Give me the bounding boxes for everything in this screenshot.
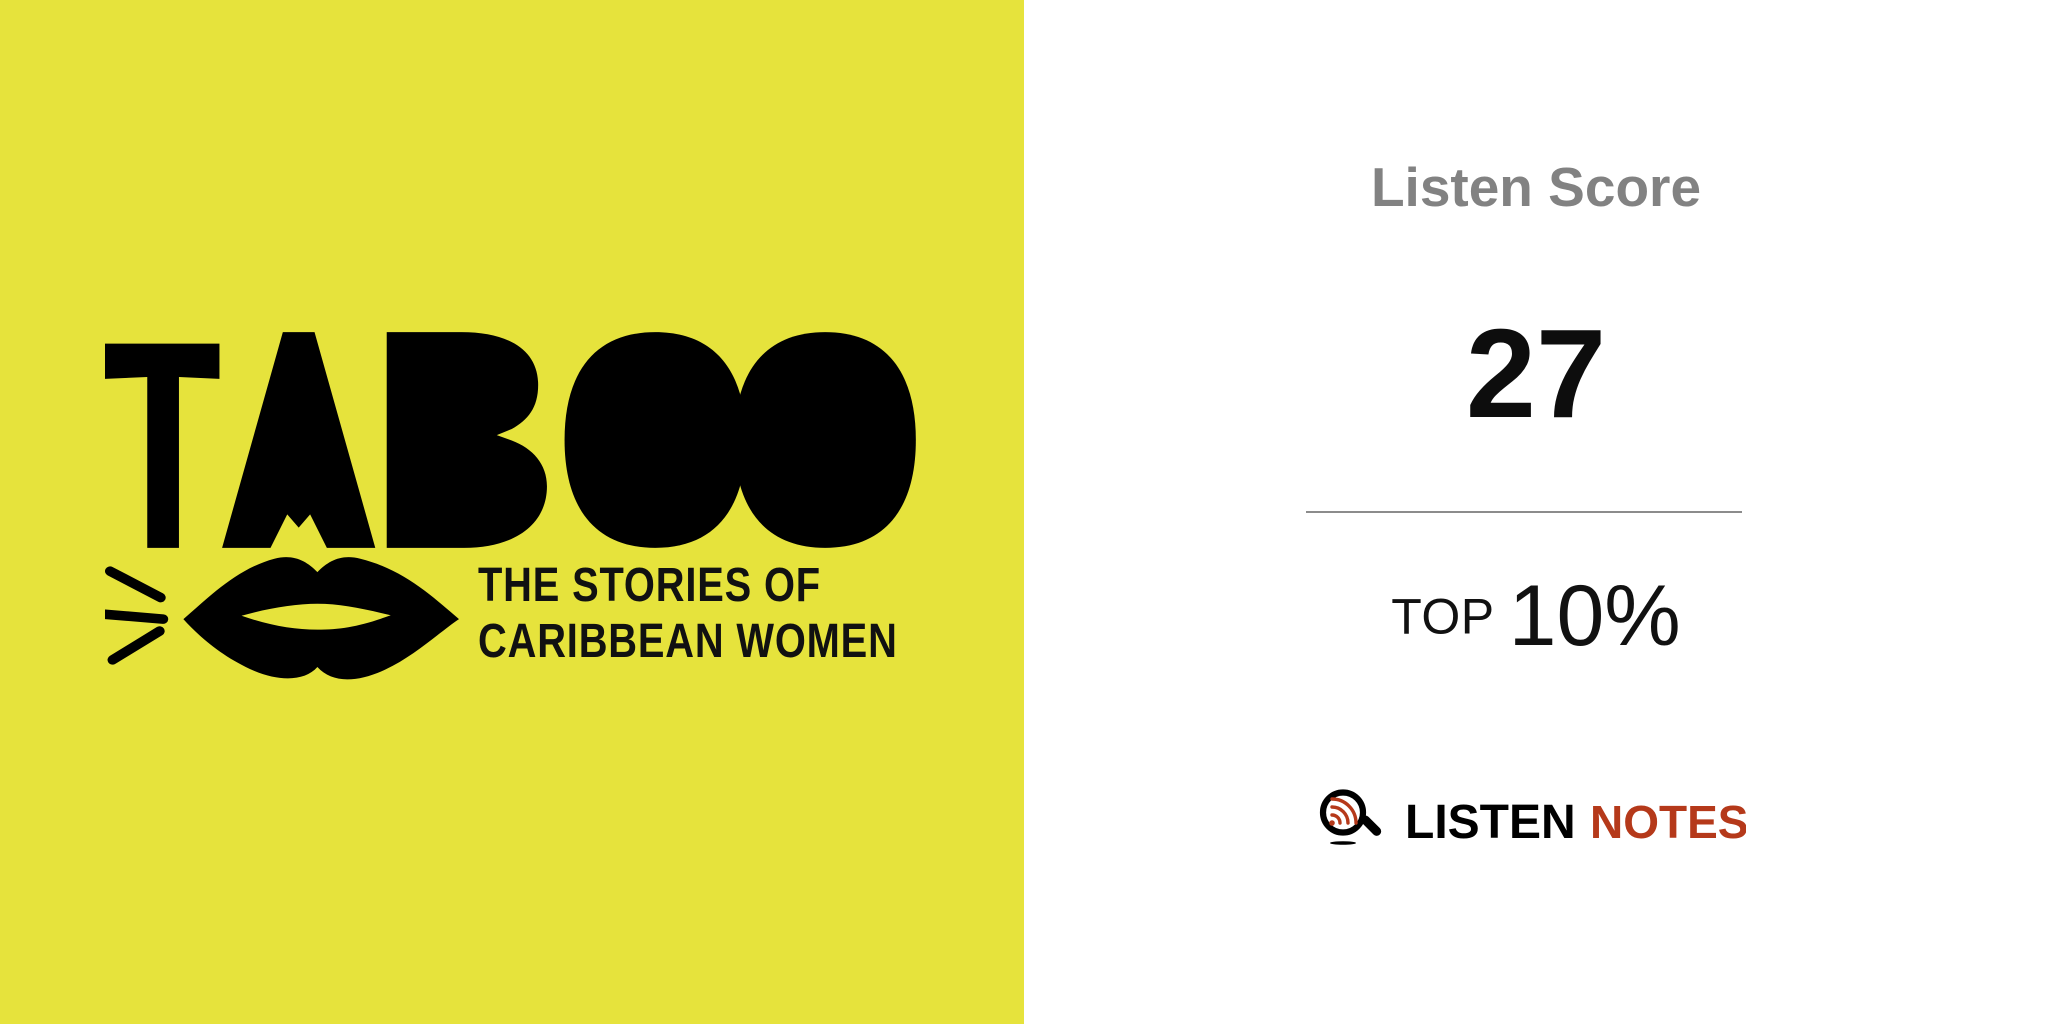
- svg-text:LISTEN: LISTEN: [1405, 796, 1576, 846]
- svg-text:NOTES: NOTES: [1590, 796, 1746, 846]
